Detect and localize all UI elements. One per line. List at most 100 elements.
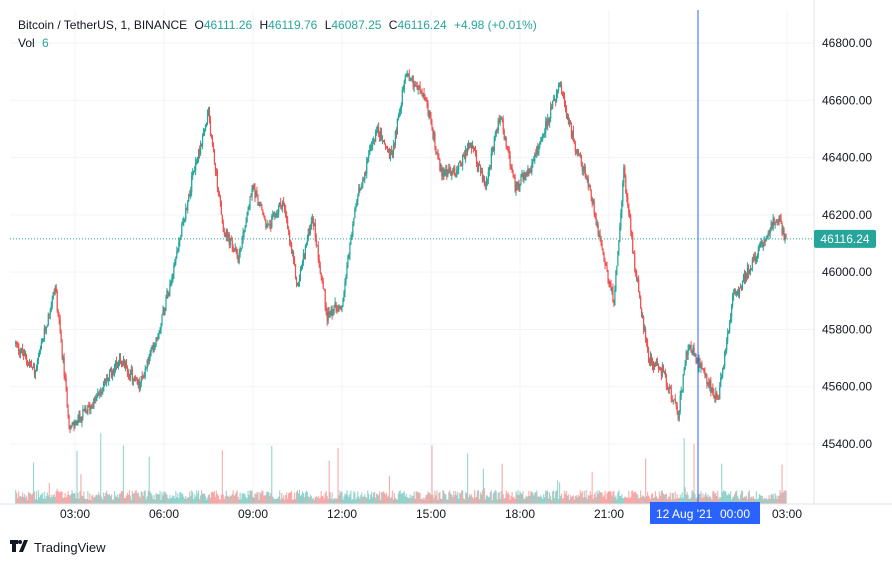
volume-bar [363, 496, 365, 504]
candle-body [170, 280, 172, 283]
candle-body [347, 255, 349, 268]
volume-bar [317, 495, 319, 504]
candle-body [30, 364, 33, 367]
volume-bar [493, 491, 495, 504]
candle-body [216, 171, 218, 188]
candle-body [72, 422, 74, 425]
volume-bar [46, 492, 48, 504]
volume-bar [531, 491, 533, 504]
candle-body [661, 365, 663, 376]
candle-body [541, 136, 543, 141]
candle-body [478, 163, 481, 166]
candle-body [248, 207, 250, 210]
volume-label[interactable]: Vol [18, 36, 35, 50]
crosshair-time-text: 00:00 [720, 507, 750, 521]
candle-body [431, 123, 433, 128]
candle-body [299, 269, 302, 279]
candle-body [233, 250, 235, 252]
volume-bar [165, 493, 167, 504]
time-axis[interactable]: 03:00 06:00 09:00 12:00 15:00 18:00 21:00 03:00 [60, 507, 802, 521]
symbol-title[interactable]: Bitcoin / TetherUS, 1, BINANCE [18, 18, 188, 32]
volume-bar [381, 492, 384, 504]
candle-body [785, 233, 787, 237]
candle-body [519, 185, 521, 188]
volume-bar [180, 492, 182, 504]
candle-body [271, 215, 273, 228]
candle-body [773, 217, 775, 226]
candle-body [78, 413, 80, 420]
volume-bar [394, 497, 396, 504]
candle-body [513, 174, 515, 177]
candle-body [425, 100, 427, 102]
candle-body [524, 174, 526, 180]
volume-bar [233, 495, 235, 504]
volume-bar [377, 494, 379, 504]
price-axis[interactable]: 46800.0046600.0046400.0046200.0046000.00… [822, 36, 872, 451]
volume-bar [115, 496, 118, 504]
candle-body [688, 348, 690, 350]
candle-body [648, 360, 651, 365]
candle-body [227, 234, 229, 238]
volume-bar [773, 498, 775, 504]
volume-bar [594, 492, 596, 504]
volume-bar [251, 490, 253, 504]
candle-body [71, 424, 73, 428]
volume-bar [416, 491, 418, 504]
candle-body [145, 368, 147, 370]
volume-bar [31, 493, 34, 504]
volume-bar [105, 492, 107, 504]
volume-bar [439, 491, 441, 504]
candle-body [300, 267, 303, 270]
volume-bar [551, 499, 553, 504]
candle-body [371, 146, 373, 148]
volume-bar [753, 498, 755, 504]
candle-body [534, 153, 536, 161]
candle-body [73, 422, 75, 427]
volume-bar [292, 499, 295, 504]
candle-body [342, 299, 344, 306]
volume-bar [458, 498, 460, 504]
volume-bar [569, 495, 572, 504]
candle-body [527, 168, 529, 176]
volume-bar [477, 490, 480, 504]
candle-body [740, 287, 743, 289]
candle-body [236, 249, 238, 258]
candle-body [397, 115, 399, 120]
volume-bar [311, 498, 313, 504]
volume-bar [664, 494, 666, 504]
candle-body [226, 229, 228, 238]
candle-body [221, 214, 223, 224]
volume-bar [60, 490, 62, 504]
volume-bar [154, 499, 156, 504]
candle-body [275, 215, 277, 217]
volume-bar [355, 499, 357, 504]
volume-bar [549, 492, 551, 504]
volume-bar [339, 490, 341, 504]
x-tick-label: 15:00 [416, 507, 446, 521]
candle-body [86, 410, 88, 413]
candle-body [496, 130, 498, 132]
candle-body [662, 365, 664, 373]
candle-body [307, 228, 309, 238]
tradingview-logo[interactable]: TradingView [10, 540, 106, 555]
volume-bar [80, 474, 82, 504]
candle-body [283, 201, 285, 205]
candle-body [363, 179, 365, 181]
candle-body [95, 397, 97, 401]
candle-body [175, 256, 177, 262]
candle-body [96, 395, 98, 401]
candle-body [314, 223, 316, 238]
candle-body [413, 84, 415, 87]
volume-bar [570, 497, 573, 504]
volume-bar [550, 496, 552, 504]
candle-body [346, 267, 348, 278]
candle-body [205, 122, 208, 125]
volume-bar [705, 492, 707, 504]
candle-body [225, 229, 227, 237]
candle-body [316, 245, 318, 247]
volume-bar [474, 497, 477, 504]
volume-bar [196, 490, 198, 504]
candle-body [673, 399, 675, 401]
volume-bar [331, 492, 333, 504]
